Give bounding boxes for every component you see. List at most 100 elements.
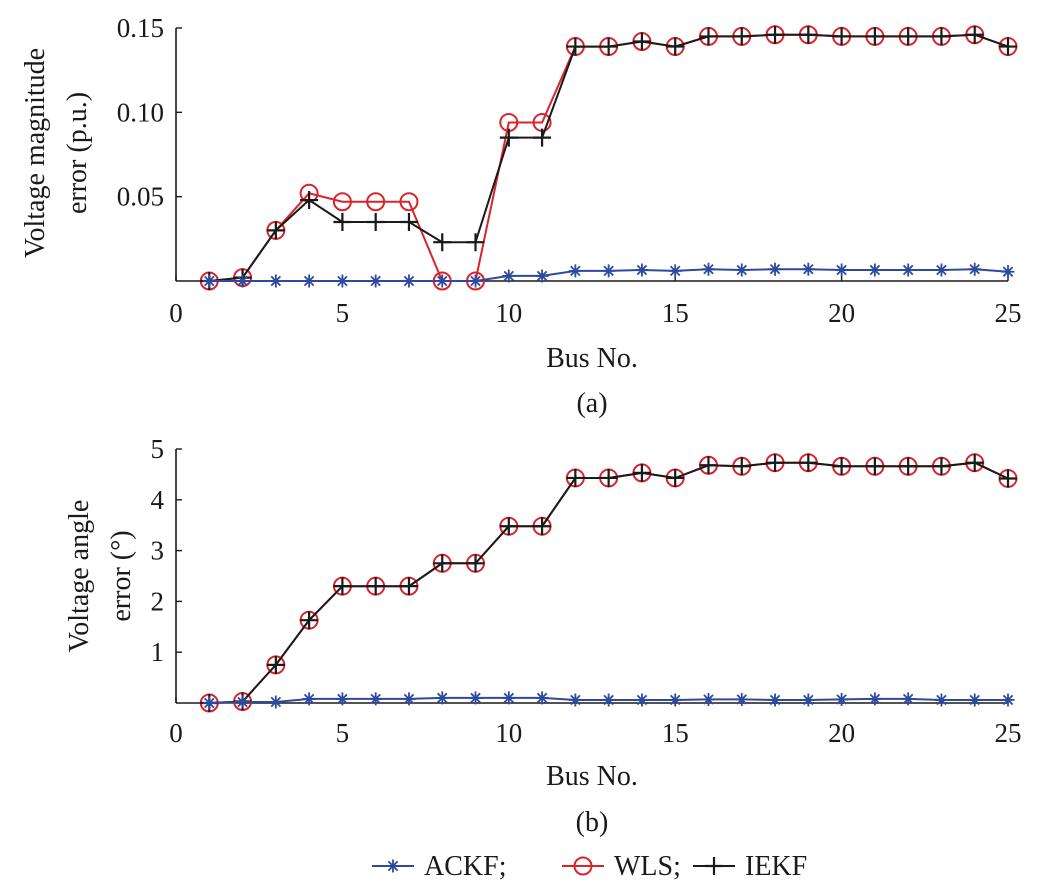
chart-panel-a: 0 5 10 15 20 25 0.05 0.10 0.15 Bus No. Voltage mag… [20, 13, 1022, 419]
legend-label: WLS; [614, 851, 681, 882]
x-tick-label: 0 [169, 718, 183, 748]
data-point-ackf-shape [602, 693, 616, 707]
data-point-iekf-shape [566, 468, 585, 487]
data-point-ackf-shape [801, 693, 815, 707]
data-point-ackf [435, 274, 449, 288]
data-point-ackf-shape [1001, 265, 1015, 279]
series-line-wls [209, 33, 1009, 282]
data-point-iekf-shape [666, 37, 685, 56]
data-point-iekf-shape [433, 233, 452, 252]
data-point-iekf-shape [899, 457, 918, 476]
series-line-iekf [209, 33, 1009, 282]
data-point-iekf-shape [732, 27, 751, 46]
data-point-ackf [335, 692, 349, 706]
data-point-iekf-shape [266, 655, 285, 674]
data-point-wls-shape [332, 192, 352, 212]
data-point-ackf [469, 274, 483, 288]
series-wls [199, 25, 1018, 291]
data-point-ackf-shape [635, 263, 649, 277]
x-tick-label: 20 [828, 298, 855, 328]
data-point-ackf-shape [335, 274, 349, 288]
data-point-iekf [366, 577, 385, 596]
data-point-iekf [533, 128, 552, 147]
data-point-ackf [701, 262, 715, 276]
data-point-iekf-shape [799, 453, 818, 472]
data-point-ackf [768, 262, 782, 276]
data-point-iekf [466, 233, 485, 252]
data-point-ackf-shape [302, 274, 316, 288]
data-point-ackf [202, 274, 216, 288]
y-tick-label: 4 [151, 485, 165, 515]
data-point-ackf-shape [236, 695, 250, 709]
data-point-iekf [799, 25, 818, 44]
data-point-iekf [699, 456, 718, 475]
data-point-ackf [968, 262, 982, 276]
data-point-iekf [666, 37, 685, 56]
data-point-ackf [801, 693, 815, 707]
data-point-iekf-shape [932, 27, 951, 46]
data-point-iekf-shape [399, 212, 418, 231]
data-point-iekf [433, 554, 452, 573]
data-point-iekf-shape [300, 191, 319, 210]
data-point-iekf [732, 457, 751, 476]
data-point-ackf [735, 263, 749, 277]
data-point-iekf [266, 655, 285, 674]
data-point-ackf-shape [269, 695, 283, 709]
data-point-iekf-shape [965, 453, 984, 472]
series-iekf [200, 453, 1017, 712]
data-point-ackf-shape [768, 262, 782, 276]
data-point-ackf [835, 692, 849, 706]
data-point-wls [366, 192, 386, 212]
data-point-ackf-shape [602, 264, 616, 278]
data-point-ackf [369, 274, 383, 288]
data-point-iekf-shape [599, 468, 618, 487]
data-point-ackf-shape [335, 692, 349, 706]
data-point-iekf-shape [865, 457, 884, 476]
data-point-iekf-shape [466, 233, 485, 252]
data-point-ackf [1001, 693, 1015, 707]
data-point-ackf [768, 693, 782, 707]
data-point-ackf [934, 263, 948, 277]
data-point-ackf-shape [735, 692, 749, 706]
data-point-iekf [832, 457, 851, 476]
data-point-ackf-shape [801, 262, 815, 276]
y-tick-label: 0.10 [117, 97, 164, 127]
y-axis-label: Voltage magnitude [20, 48, 51, 258]
data-point-iekf [499, 128, 518, 147]
data-point-iekf [865, 27, 884, 46]
data-point-iekf-shape [533, 128, 552, 147]
data-point-ackf [602, 693, 616, 707]
data-point-ackf [934, 693, 948, 707]
data-point-ackf [369, 692, 383, 706]
data-point-iekf [699, 27, 718, 46]
x-tick-label: 20 [828, 718, 855, 748]
data-point-ackf-shape [668, 693, 682, 707]
data-point-ackf [402, 274, 416, 288]
data-point-iekf-shape [466, 554, 485, 573]
y-tick-label: 0.05 [117, 182, 164, 212]
y-tick-label: 0.15 [117, 13, 164, 43]
x-tick-label: 25 [995, 718, 1022, 748]
data-point-ackf-shape [934, 263, 948, 277]
data-point-iekf [466, 554, 485, 573]
data-point-iekf [599, 468, 618, 487]
data-point-ackf [1001, 265, 1015, 279]
data-point-iekf [366, 212, 385, 231]
data-point-ackf-shape [568, 693, 582, 707]
data-point-iekf [899, 27, 918, 46]
data-point-iekf [899, 457, 918, 476]
data-point-ackf-shape [1001, 693, 1015, 707]
data-point-ackf [302, 692, 316, 706]
data-point-iekf [399, 212, 418, 231]
data-point-iekf [999, 37, 1017, 56]
data-point-iekf-shape [766, 25, 785, 44]
legend-item-wls: WLS; [562, 851, 681, 882]
data-point-iekf [300, 191, 319, 210]
data-point-ackf [901, 263, 915, 277]
legend-swatch-marker [573, 856, 593, 876]
data-point-iekf [266, 221, 285, 240]
data-point-ackf [469, 691, 483, 705]
data-point-iekf-shape [399, 577, 418, 596]
data-point-ackf-shape [236, 274, 250, 288]
data-point-ackf [701, 692, 715, 706]
